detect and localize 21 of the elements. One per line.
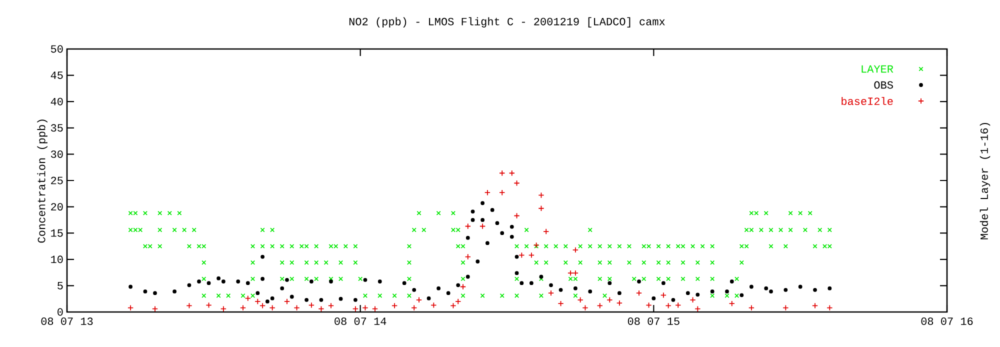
x-tick-label: 08 07 15 [628,318,680,325]
y-axis-title: Concentration (ppb) [37,120,48,243]
y-tick-label: 45 [50,72,63,79]
y-tick-label: 10 [51,256,63,264]
y-tick-label: 35 [50,124,63,132]
chart-title: NO2 (ppb) - LMOS Flight C - 2001219 [LADCO] camx [349,17,665,28]
y-tick-label: 0 [58,308,63,316]
y-tick-label: 50 [50,45,63,53]
y-tick-label: 40 [50,98,63,106]
x-tick-label: 08 07 13 [41,318,93,325]
y2-axis-title: Model Layer (1-16) [980,122,990,240]
text: OBS [874,81,893,89]
x-tick-label: 08 07 14 [334,318,386,325]
x-tick-label: 08 07 16 [921,318,973,325]
y-tick-label: 30 [50,150,63,158]
y-tick-label: 20 [51,203,63,211]
y-tick-label: 5 [58,282,63,290]
legend-label: LAYER [862,65,894,73]
y-tick-label: 25 [51,176,63,184]
legend-label: baseI2le [842,96,893,106]
y-tick-label: 15 [51,229,63,237]
